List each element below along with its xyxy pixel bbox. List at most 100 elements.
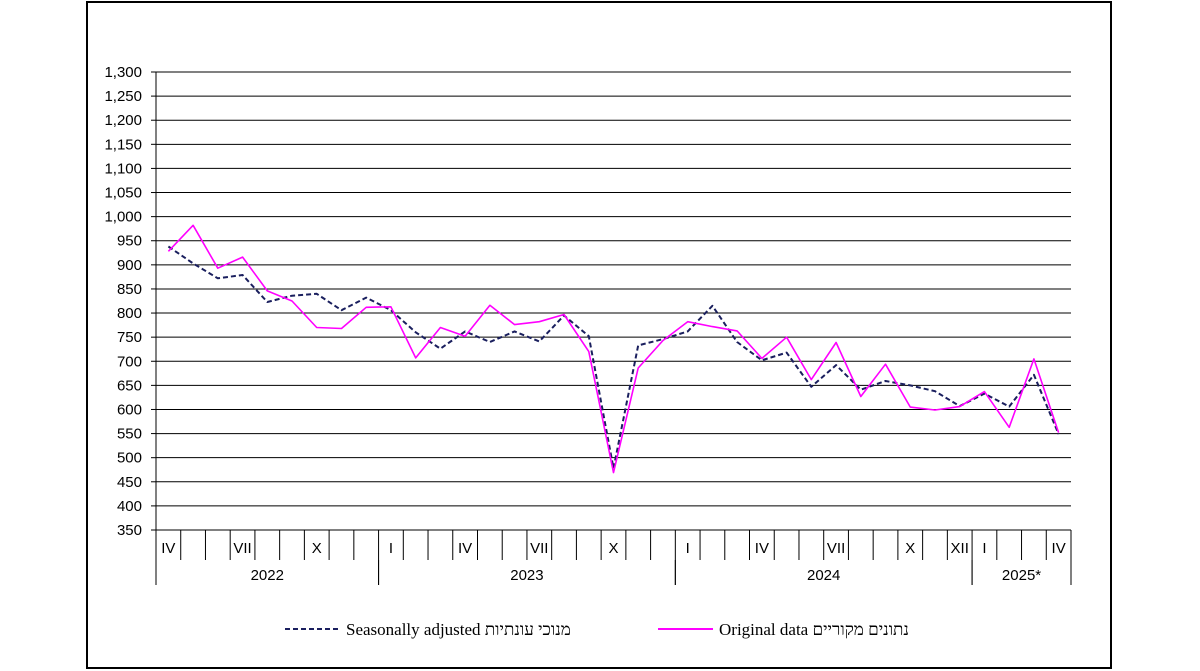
legend-label-seasonally-adjusted: Seasonally adjusted מנוכי עונתיות [346, 620, 571, 639]
data-point-original-data [538, 321, 540, 323]
y-tick-label: 1,050 [104, 185, 142, 202]
y-tick-label: 1,300 [104, 64, 142, 81]
x-tick-label: X [905, 540, 915, 557]
series-line-seasonally-adjusted [167, 245, 1060, 470]
data-point-original-data [588, 351, 590, 353]
data-point-seasonally-adjusted [242, 274, 244, 276]
data-point-original-data [489, 304, 491, 306]
y-tick-label: 900 [117, 257, 142, 274]
x-tick-label: IV [755, 540, 769, 557]
y-tick-label: 850 [117, 281, 142, 298]
y-tick-label: 750 [117, 329, 142, 346]
data-point-seasonally-adjusted [266, 301, 268, 303]
data-point-original-data [736, 330, 738, 332]
y-tick-label: 800 [117, 305, 142, 322]
x-tick-label: X [312, 540, 322, 557]
data-point-seasonally-adjusted [637, 344, 639, 346]
y-tick-label: 1,000 [104, 209, 142, 226]
data-point-seasonally-adjusted [464, 330, 466, 332]
x-tick-label: I [982, 540, 986, 557]
data-point-seasonally-adjusted [885, 380, 887, 382]
data-point-seasonally-adjusted [1033, 374, 1035, 376]
x-tick-label: IV [1052, 540, 1066, 557]
data-point-seasonally-adjusted [786, 352, 788, 354]
data-point-original-data [192, 224, 194, 226]
x-tick-label: IV [161, 540, 175, 557]
data-point-original-data [316, 327, 318, 329]
data-point-seasonally-adjusted [909, 384, 911, 386]
data-point-seasonally-adjusted [217, 277, 219, 279]
data-point-original-data [439, 327, 441, 329]
data-point-original-data [835, 341, 837, 343]
data-point-original-data [687, 321, 689, 323]
x-tick-label: X [608, 540, 618, 557]
data-point-original-data [464, 335, 466, 337]
x-tick-label: I [686, 540, 690, 557]
y-tick-label: 650 [117, 377, 142, 394]
chart-frame [86, 1, 1112, 669]
y-tick-label: 1,200 [104, 112, 142, 129]
data-point-seasonally-adjusted [167, 246, 169, 248]
data-point-seasonally-adjusted [934, 390, 936, 392]
x-tick-label: I [389, 540, 393, 557]
data-point-seasonally-adjusted [860, 389, 862, 391]
legend: Seasonally adjusted מנוכי עונתיות Origin… [285, 620, 909, 639]
data-point-original-data [613, 472, 615, 474]
y-tick-label: 450 [117, 474, 142, 491]
y-tick-label: 950 [117, 233, 142, 250]
data-point-seasonally-adjusted [1008, 406, 1010, 408]
data-point-original-data [1033, 358, 1035, 360]
x-tick-label: VII [827, 540, 845, 557]
data-point-original-data [662, 340, 664, 342]
y-tick-label: 500 [117, 450, 142, 467]
data-point-original-data [885, 363, 887, 365]
y-tick-label: 1,150 [104, 136, 142, 153]
y-tick-label: 350 [117, 522, 142, 539]
x-tick-label: VII [233, 540, 251, 557]
data-point-original-data [390, 306, 392, 308]
data-point-original-data [909, 406, 911, 408]
year-label: 2025* [1002, 567, 1041, 584]
data-point-seasonally-adjusted [291, 295, 293, 297]
y-tick-label: 550 [117, 426, 142, 443]
series-line-original-data [167, 224, 1060, 474]
data-point-original-data [242, 256, 244, 258]
series-lines [167, 224, 1060, 474]
data-point-original-data [340, 327, 342, 329]
data-point-seasonally-adjusted [538, 340, 540, 342]
data-point-original-data [983, 391, 985, 393]
y-tick-label: 400 [117, 498, 142, 515]
data-point-original-data [810, 379, 812, 381]
data-point-original-data [934, 409, 936, 411]
data-point-seasonally-adjusted [489, 341, 491, 343]
data-point-original-data [217, 267, 219, 269]
y-tick-label: 1,250 [104, 88, 142, 105]
data-point-seasonally-adjusted [514, 330, 516, 332]
data-point-original-data [761, 357, 763, 359]
data-point-seasonally-adjusted [365, 297, 367, 299]
data-point-original-data [637, 367, 639, 369]
x-tick-label: XII [951, 540, 969, 557]
data-point-seasonally-adjusted [588, 335, 590, 337]
data-point-original-data [563, 313, 565, 315]
data-point-seasonally-adjusted [835, 364, 837, 366]
data-point-original-data [167, 250, 169, 252]
y-tick-label: 1,100 [104, 160, 142, 177]
data-point-original-data [711, 326, 713, 328]
data-point-original-data [1058, 432, 1060, 434]
data-point-seasonally-adjusted [736, 341, 738, 343]
data-point-seasonally-adjusted [761, 359, 763, 361]
data-point-original-data [415, 357, 417, 359]
data-point-seasonally-adjusted [810, 386, 812, 388]
x-tick-label: VII [530, 540, 548, 557]
data-point-original-data [291, 300, 293, 302]
y-tick-label: 700 [117, 353, 142, 370]
data-point-original-data [860, 395, 862, 397]
y-tick-label: 600 [117, 401, 142, 418]
data-point-original-data [514, 324, 516, 326]
data-point-original-data [365, 306, 367, 308]
data-point-seasonally-adjusted [192, 262, 194, 264]
year-label: 2024 [807, 567, 840, 584]
data-point-original-data [959, 406, 961, 408]
legend-label-original-data: Original data נתונים מקוריים [719, 620, 909, 639]
